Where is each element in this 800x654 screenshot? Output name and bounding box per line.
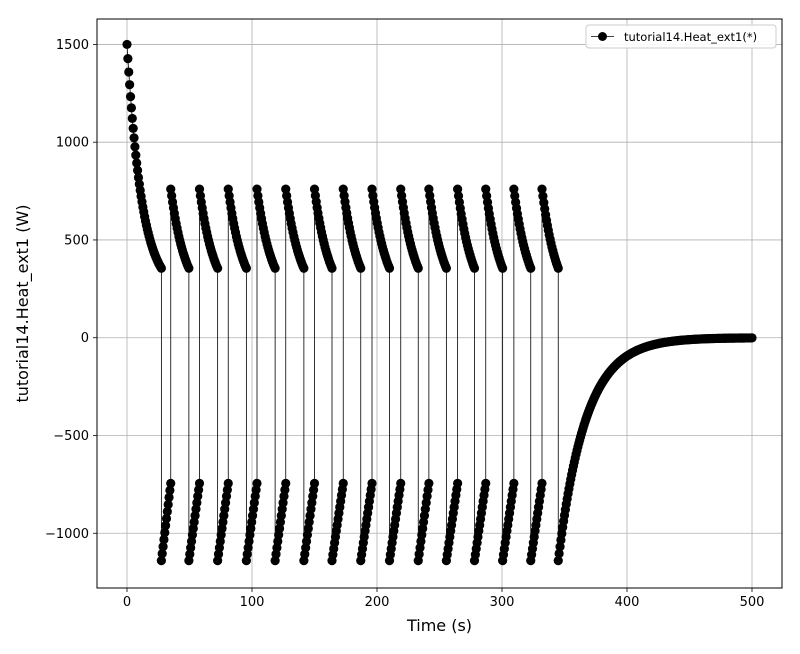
- data-point: [509, 478, 519, 488]
- data-point: [166, 478, 176, 488]
- data-point: [127, 113, 137, 124]
- y-tick-label: −500: [53, 429, 89, 444]
- data-point: [165, 485, 175, 496]
- data-point: [327, 263, 337, 273]
- legend-frame: [585, 24, 777, 49]
- x-tick-label: 100: [240, 595, 265, 610]
- data-point: [163, 499, 173, 510]
- data-point: [356, 263, 366, 273]
- data-point: [161, 520, 171, 531]
- legend-marker: [598, 32, 607, 41]
- grid: [97, 19, 782, 588]
- data-point: [553, 263, 563, 273]
- data-point: [159, 534, 169, 545]
- y-tick-label: 0: [81, 331, 89, 346]
- data-point: [553, 556, 563, 566]
- data-point: [396, 478, 406, 488]
- data-point: [161, 513, 172, 524]
- data-point: [498, 263, 508, 273]
- data-point: [481, 478, 491, 488]
- series-layer: [122, 39, 757, 566]
- data-point: [252, 478, 262, 488]
- data-point: [125, 80, 135, 90]
- data-point: [453, 478, 463, 488]
- data-point: [123, 54, 133, 64]
- data-point: [413, 263, 423, 273]
- data-point: [162, 506, 172, 517]
- data-point: [281, 478, 291, 488]
- x-tick-label: 300: [490, 595, 515, 610]
- data-point: [213, 263, 223, 273]
- data-point: [241, 263, 251, 273]
- y-tick-label: 1500: [56, 38, 89, 53]
- data-point: [157, 549, 167, 559]
- y-tick-label: −1000: [45, 527, 89, 542]
- data-point: [164, 492, 174, 503]
- data-point: [469, 263, 480, 273]
- legend: tutorial14.Heat_ext1(*): [585, 24, 777, 49]
- plot-frame: [96, 18, 783, 589]
- data-point: [131, 150, 141, 160]
- x-tick-label: 400: [615, 595, 640, 610]
- data-point: [125, 91, 136, 102]
- data-point: [128, 123, 138, 134]
- data-point: [223, 478, 233, 488]
- data-point: [132, 165, 143, 176]
- data-point: [537, 184, 547, 194]
- data-point: [424, 478, 434, 488]
- data-point: [481, 184, 491, 194]
- data-point: [156, 556, 166, 566]
- data-point: [384, 263, 395, 273]
- y-axis-label: tutorial14.Heat_ext1 (W): [13, 204, 33, 402]
- data-point: [124, 67, 134, 77]
- data-point: [158, 541, 168, 552]
- data-point: [554, 548, 564, 559]
- data-point: [156, 263, 166, 273]
- ticks: 0 100 200 300 400 500 −1000 −500 0 500 1000 1500: [45, 38, 764, 610]
- data-point: [338, 478, 348, 488]
- data-point: [299, 263, 309, 273]
- data-point: [122, 39, 132, 50]
- x-tick-label: 200: [365, 595, 390, 610]
- data-point: [132, 158, 142, 168]
- data-point: [129, 133, 139, 143]
- data-point: [441, 263, 451, 273]
- data-point: [130, 142, 140, 152]
- data-point: [747, 333, 757, 343]
- y-tick-label: 1000: [56, 136, 89, 151]
- data-point: [184, 263, 194, 273]
- data-point: [453, 184, 463, 194]
- data-point: [270, 263, 280, 273]
- data-point: [526, 263, 536, 273]
- data-point: [537, 478, 547, 488]
- y-tick-label: 500: [64, 233, 89, 248]
- data-point: [509, 184, 519, 194]
- data-point: [367, 478, 377, 488]
- data-point: [309, 478, 320, 488]
- legend-label: tutorial14.Heat_ext1(*): [624, 30, 757, 44]
- x-axis-label: Time (s): [406, 616, 472, 635]
- x-tick-label: 0: [123, 595, 131, 610]
- data-point: [194, 478, 205, 488]
- x-tick-label: 500: [740, 595, 765, 610]
- data-point: [160, 527, 170, 538]
- data-point: [126, 103, 137, 113]
